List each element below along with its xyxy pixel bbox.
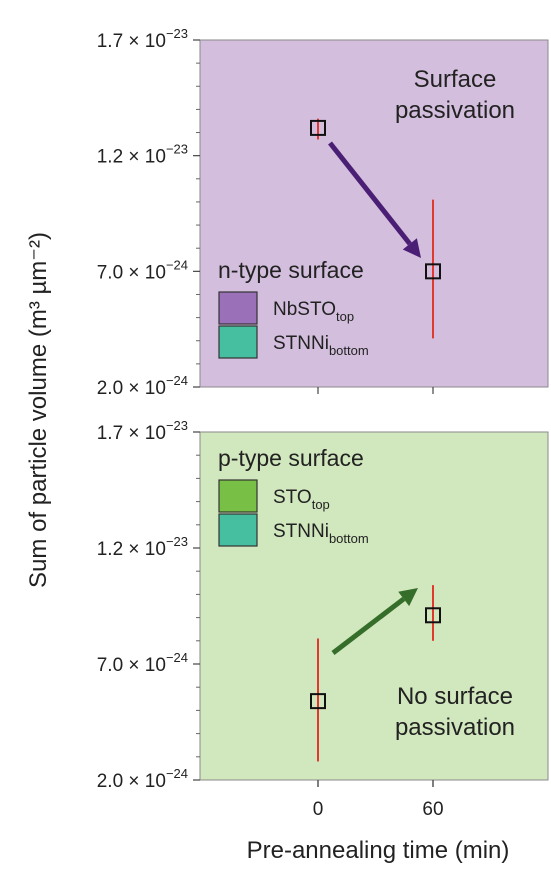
- y-tick-label: 1.7 × 10−23: [97, 418, 188, 444]
- legend-swatch: [218, 291, 258, 325]
- y-tick-label: 1.7 × 10−23: [97, 26, 188, 52]
- plot-area: [199, 39, 549, 388]
- y-tick-label: 2.0 × 10−24: [97, 766, 188, 792]
- legend-label: STNNibottom: [273, 521, 369, 546]
- x-tick-label: 60: [422, 799, 443, 820]
- y-tick-label: 1.2 × 10−23: [97, 142, 188, 168]
- trend-arrowhead: [398, 588, 418, 607]
- legend-title: p-type surface: [218, 445, 364, 471]
- chart-panel-top: 1.7 × 10−23 1.2 × 10−23 7.0 × 10−24 2.0 × 1…: [97, 26, 549, 787]
- data-point: [310, 693, 326, 710]
- y-tick-label: 7.0 × 10−24: [97, 650, 188, 676]
- y-tick-label: 2.0 × 10−24: [97, 373, 188, 399]
- trend-arrow: [331, 596, 406, 655]
- annotation-text: No surface: [397, 683, 513, 710]
- legend-swatch: [218, 479, 258, 513]
- data-point: [310, 119, 326, 136]
- x-tick-label: 0: [313, 799, 324, 820]
- y-axis-title: Sum of particle volume (m³ µm⁻²): [25, 232, 52, 588]
- legend-label: NbSTOtop: [273, 299, 354, 324]
- annotation-text: Surface: [414, 66, 497, 93]
- legend-title: n-type surface: [218, 257, 364, 283]
- x-axis-title: Pre-annealing time (min): [247, 837, 510, 864]
- legend-label: STOtop: [273, 487, 330, 512]
- chart-panel-bottom: 1.7 × 10−23 1.2 × 10−23 7.0 × 10−24 2.0 × 1…: [97, 418, 549, 820]
- annotation-text: passivation: [395, 97, 515, 124]
- trend-arrow: [328, 141, 412, 246]
- y-tick-label: 1.2 × 10−23: [97, 534, 188, 560]
- legend-label: STNNibottom: [273, 333, 369, 358]
- y-tick-label: 7.0 × 10−24: [97, 257, 188, 283]
- trend-arrowhead: [402, 238, 421, 258]
- data-point: [425, 263, 441, 280]
- data-point: [425, 607, 441, 624]
- legend-swatch: [218, 513, 258, 547]
- plot-area: [199, 431, 549, 781]
- legend-swatch: [218, 325, 258, 359]
- annotation-text: passivation: [395, 714, 515, 741]
